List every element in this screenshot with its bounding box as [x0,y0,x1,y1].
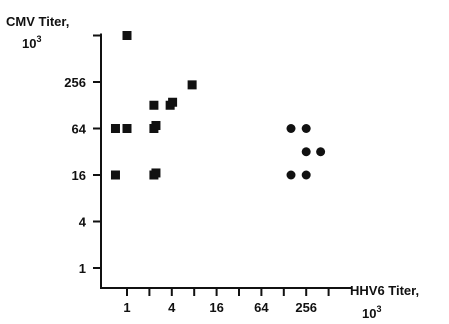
axes: 1 4 16 64 256 1 4 16 64 256 [64,33,351,315]
circle-marker [301,124,311,133]
square-marker [110,170,120,180]
circle-marker [316,147,326,157]
x-tick-label: 1 [123,300,130,315]
x-axis-label: HHV6 Titer, [350,283,419,298]
y-tick-label: 256 [64,75,86,90]
circle-marker [286,124,296,133]
y-axis-unit-exponent: 3 [36,34,41,44]
circle-marker [301,147,311,157]
square-marker [168,97,178,107]
square-marker [151,120,161,130]
x-axis-unit: 103 [362,304,381,321]
y-tick-label: 1 [79,261,86,276]
square-marker [149,100,159,110]
y-tick-label: 4 [79,215,87,230]
x-tick-label: 256 [295,300,317,315]
y-axis-label: CMV Titer, [6,14,69,29]
x-tick-label: 4 [168,300,176,315]
square-marker [122,31,132,40]
square-marker [187,80,197,90]
data-points [110,31,326,180]
y-axis-unit: 103 [22,34,41,51]
y-tick-label: 16 [72,168,86,183]
square-marker [122,124,132,133]
x-axis-unit-exponent: 3 [376,304,381,314]
square-marker [151,168,161,178]
y-axis-unit-base: 10 [22,36,36,51]
square-marker [110,124,120,133]
x-tick-label: 64 [254,300,269,315]
y-tick-label: 64 [72,122,87,137]
x-tick-label: 16 [209,300,223,315]
circle-marker [301,170,311,180]
circle-marker [286,170,296,180]
x-axis-unit-base: 10 [362,306,376,321]
